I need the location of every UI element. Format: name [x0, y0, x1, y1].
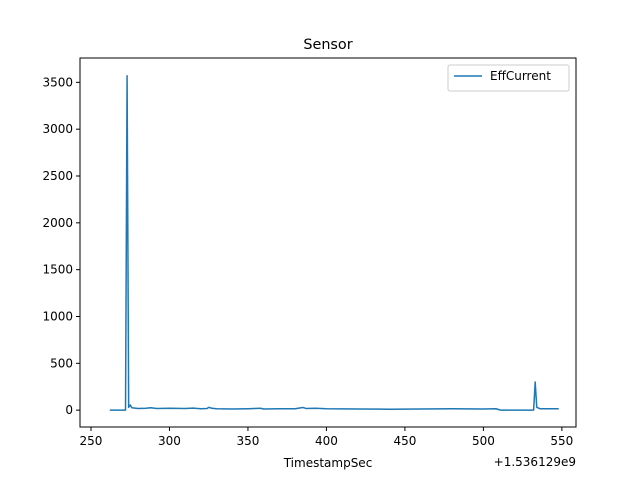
y-tick-label: 3500: [42, 75, 73, 89]
y-tick-label: 2000: [42, 216, 73, 230]
y-tick-label: 0: [65, 403, 73, 417]
y-axis: 0 500 1000 1500 2000 2500 3000 3500: [42, 75, 80, 417]
x-axis-label: TimestampSec: [283, 456, 373, 470]
x-axis: 250 300 350 400 450 500 550: [80, 427, 573, 448]
y-tick-label: 2500: [42, 169, 73, 183]
plot-area: [109, 75, 559, 411]
y-tick-label: 1500: [42, 263, 73, 277]
y-tick-label: 3000: [42, 122, 73, 136]
chart-title: Sensor: [303, 37, 352, 53]
series-line-effcurrent: [109, 75, 559, 411]
y-tick-label: 1000: [42, 309, 73, 323]
x-tick-label: 400: [315, 434, 338, 448]
x-tick-label: 450: [393, 434, 416, 448]
x-tick-label: 550: [550, 434, 573, 448]
legend: EffCurrent: [447, 64, 570, 92]
legend-box: [447, 64, 570, 92]
x-tick-label: 500: [472, 434, 495, 448]
x-offset-label: +1.536129e9: [494, 455, 576, 469]
legend-label-effcurrent: EffCurrent: [490, 69, 551, 83]
x-tick-label: 300: [158, 434, 181, 448]
x-tick-label: 350: [236, 434, 259, 448]
x-tick-label: 250: [80, 434, 103, 448]
axes-frame: [79, 57, 577, 428]
y-tick-label: 500: [50, 356, 73, 370]
